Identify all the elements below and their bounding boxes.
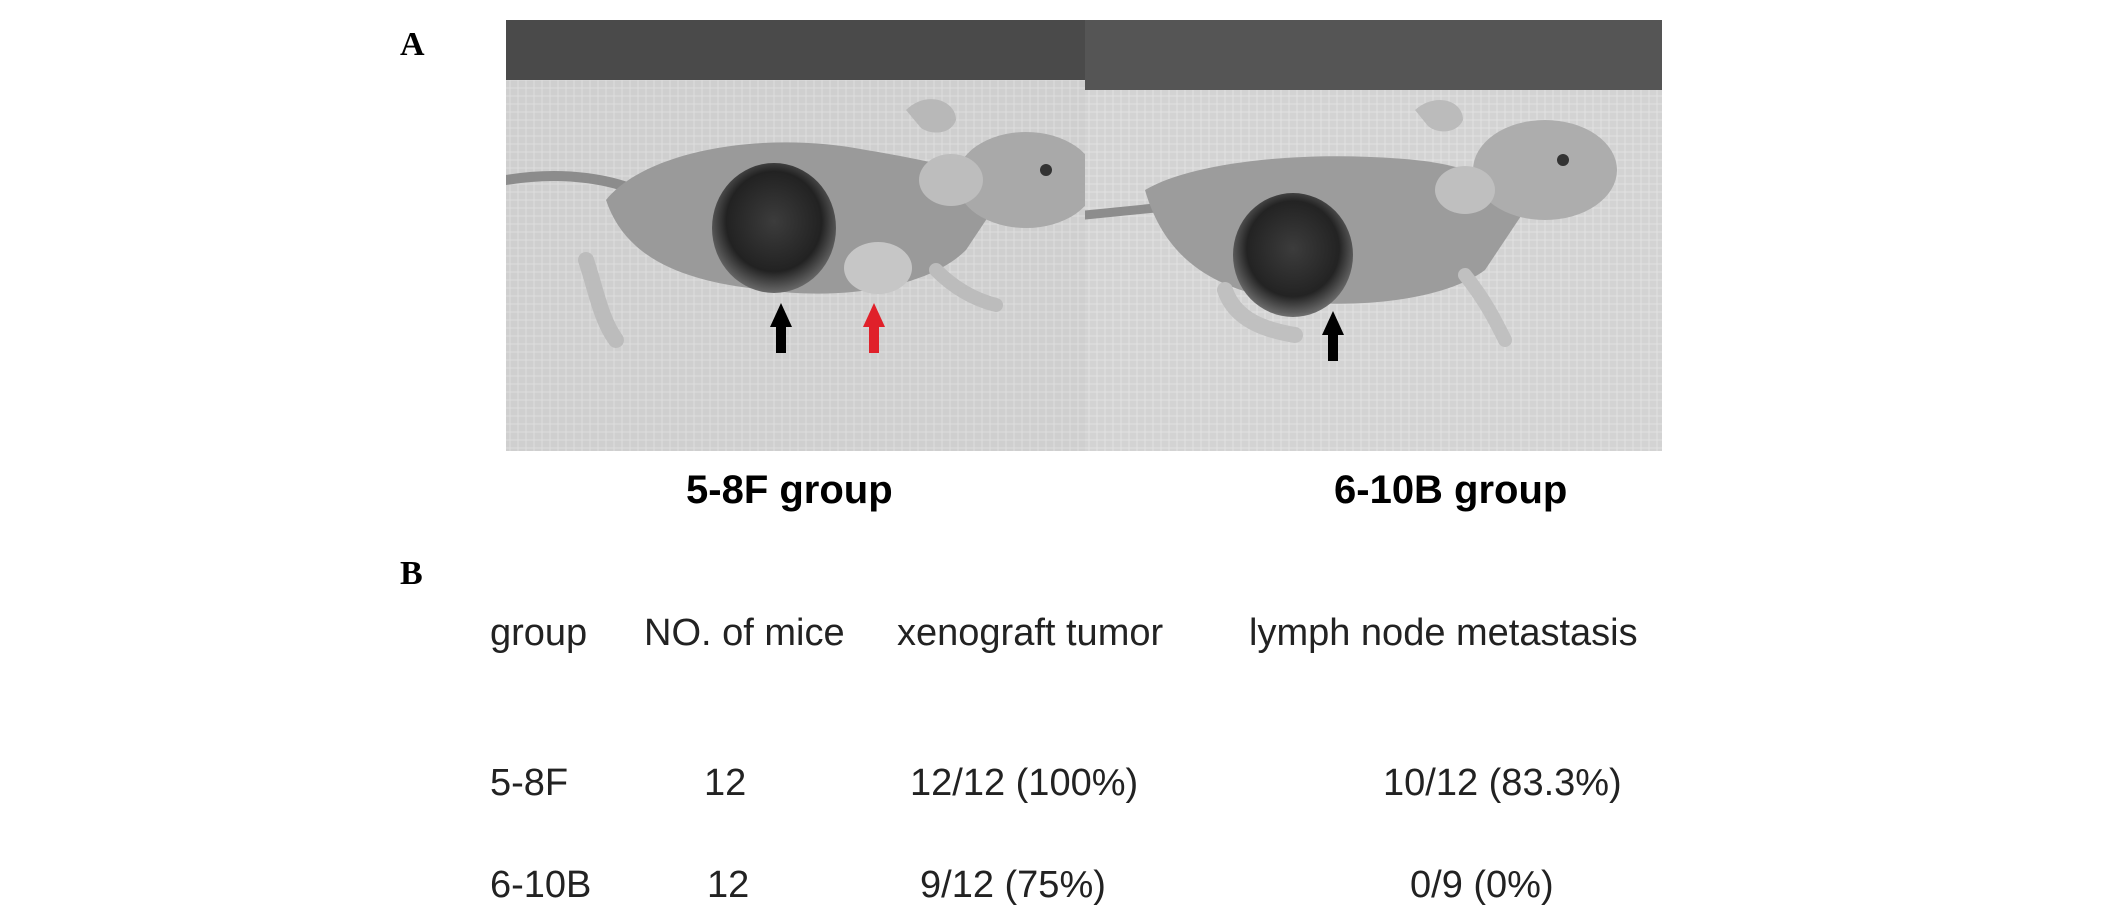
table-cell: 6-10B	[490, 864, 592, 906]
table-cell: 12	[704, 762, 747, 804]
table-header-metastasis: lymph node metastasis	[1249, 612, 1638, 654]
table-cell: 12	[707, 864, 750, 906]
table-cell: 12/12 (100%)	[910, 762, 1139, 804]
table-header-xenograft: xenograft tumor	[897, 612, 1164, 654]
photo-caption-6-10b: 6-10B group	[1334, 468, 1568, 512]
black-arrow-icon	[770, 303, 792, 353]
photo-caption-5-8f: 5-8F group	[686, 468, 893, 512]
table-cell: 9/12 (75%)	[920, 864, 1106, 906]
panel-label-a: A	[400, 26, 425, 63]
table-cell: 0/9 (0%)	[1410, 864, 1554, 906]
table-header-group: group	[490, 612, 588, 654]
table-cell: 10/12 (83.3%)	[1383, 762, 1622, 804]
panel-label-b: B	[400, 555, 423, 592]
table-header-mice: NO. of mice	[644, 612, 845, 654]
red-arrow-icon	[863, 303, 885, 353]
table-cell: 5-8F	[490, 762, 569, 804]
mouse-photo-5-8f	[506, 20, 1085, 451]
black-arrow-icon	[1322, 311, 1344, 361]
mouse-photo-6-10b	[1085, 20, 1662, 451]
